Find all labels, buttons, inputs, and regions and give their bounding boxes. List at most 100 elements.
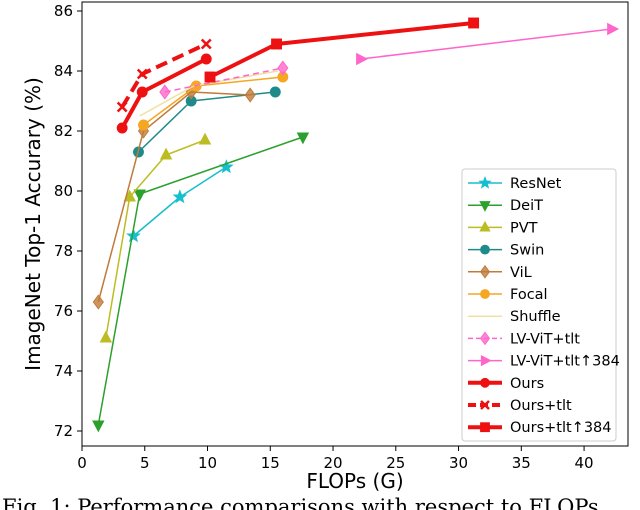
series-ours-tlt	[116, 38, 212, 113]
x-tick-label: 10	[198, 454, 217, 472]
axis-ticks: 0 5 10 15 20 25 30 35 40 72 74 76 78 80 82 84 86	[54, 2, 594, 472]
data-point	[244, 87, 256, 103]
data-point	[277, 60, 289, 76]
data-point	[480, 377, 490, 388]
data-point	[468, 17, 480, 29]
data-point	[136, 68, 148, 80]
data-point	[198, 132, 212, 145]
x-tick-label: 40	[575, 454, 594, 472]
data-point	[116, 122, 128, 134]
legend: ResNet DeiT PVT Swin ViL Focal Shuffle LV-ViT+t…	[461, 168, 620, 442]
data-point	[480, 354, 492, 367]
y-tick-label: 82	[54, 122, 73, 140]
data-point	[159, 147, 173, 160]
series-vil	[92, 84, 256, 310]
y-axis-label: ImageNet Top-1 Accurary (%)	[21, 77, 45, 371]
series-line	[97, 91, 251, 303]
legend-entry: ViL	[468, 265, 532, 281]
x-axis-label: FLOPs (G)	[306, 469, 403, 493]
legend-entry: Ours	[468, 376, 544, 392]
y-tick-label: 80	[54, 182, 73, 200]
data-point	[116, 101, 128, 113]
legend-label: LV-ViT+tlt	[510, 331, 580, 347]
legend-label: Ours+tlt↑384	[510, 420, 612, 436]
y-tick-label: 72	[54, 422, 73, 440]
x-tick-label: 30	[449, 454, 468, 472]
data-point	[479, 264, 491, 279]
series-line	[97, 136, 304, 426]
data-point	[92, 294, 104, 310]
series-ours-tlt-384	[204, 17, 480, 83]
legend-label: Ours	[510, 376, 544, 392]
legend-label: PVT	[510, 220, 538, 236]
data-point	[99, 330, 113, 343]
series-line	[164, 67, 283, 93]
data-point	[136, 86, 148, 98]
legend-label: DeiT	[510, 198, 543, 214]
y-tick-label: 76	[54, 302, 73, 320]
data-point	[478, 176, 492, 189]
legend-entry: ResNet	[468, 176, 562, 192]
series-ours	[116, 53, 212, 134]
series-lv-vit-tlt-384	[356, 22, 620, 66]
figure-caption: Fig. 1: Performance comparisons with res…	[2, 495, 599, 510]
series-resnet	[126, 159, 234, 243]
data-point	[159, 84, 171, 100]
legend-entry: PVT	[468, 220, 538, 236]
data-point	[356, 52, 369, 66]
legend-label: Focal	[510, 287, 548, 303]
legend-entry: Shuffle	[468, 309, 561, 325]
legend-entry: Ours+tlt	[468, 398, 572, 414]
y-tick-label: 78	[54, 242, 73, 260]
data-point	[200, 53, 212, 65]
data-point	[200, 38, 212, 50]
series-deit	[92, 132, 310, 433]
x-tick-label: 5	[140, 454, 150, 472]
series-lv-vit-tlt	[159, 60, 289, 100]
legend-label: LV-ViT+tlt↑384	[510, 354, 620, 370]
series-line	[143, 76, 283, 126]
x-tick-label: 35	[512, 454, 531, 472]
x-tick-label: 15	[261, 454, 280, 472]
legend-entry: Swin	[468, 243, 544, 259]
x-tick-label: 20	[323, 454, 342, 472]
legend-label: ViL	[510, 265, 532, 281]
data-point	[138, 119, 149, 131]
legend-entry: LV-ViT+tlt	[468, 331, 580, 347]
data-point	[133, 189, 146, 202]
data-point	[607, 22, 620, 36]
chart-series	[92, 17, 620, 433]
legend-box	[461, 168, 617, 442]
series-shuffle	[139, 70, 278, 117]
data-point	[480, 244, 490, 255]
legend-label: Ours+tlt	[510, 398, 572, 414]
legend-entry: LV-ViT+tlt↑384	[468, 354, 620, 370]
series-line	[139, 70, 278, 117]
legend-label: Swin	[510, 243, 544, 259]
legend-entry: Focal	[468, 287, 548, 303]
data-point	[271, 38, 283, 50]
data-point	[480, 289, 490, 299]
legend-label: Shuffle	[510, 309, 561, 325]
plot-frame	[81, 1, 629, 447]
legend-entry: DeiT	[468, 198, 543, 214]
x-tick-label: 25	[386, 454, 405, 472]
data-point	[92, 420, 105, 433]
y-tick-label: 74	[54, 362, 73, 380]
data-point	[269, 86, 281, 98]
data-point	[126, 228, 141, 243]
data-point	[480, 400, 490, 410]
y-tick-label: 84	[54, 62, 73, 80]
data-point	[479, 331, 491, 346]
legend-entry: Ours+tlt↑384	[468, 420, 612, 436]
data-point	[479, 201, 491, 212]
data-point	[480, 422, 490, 433]
y-tick-label: 86	[54, 2, 73, 20]
data-point	[296, 132, 310, 145]
data-point	[204, 71, 216, 83]
series-pvt	[99, 132, 212, 343]
series-line	[105, 139, 206, 339]
series-line	[360, 28, 612, 60]
x-tick-label: 0	[77, 454, 87, 472]
